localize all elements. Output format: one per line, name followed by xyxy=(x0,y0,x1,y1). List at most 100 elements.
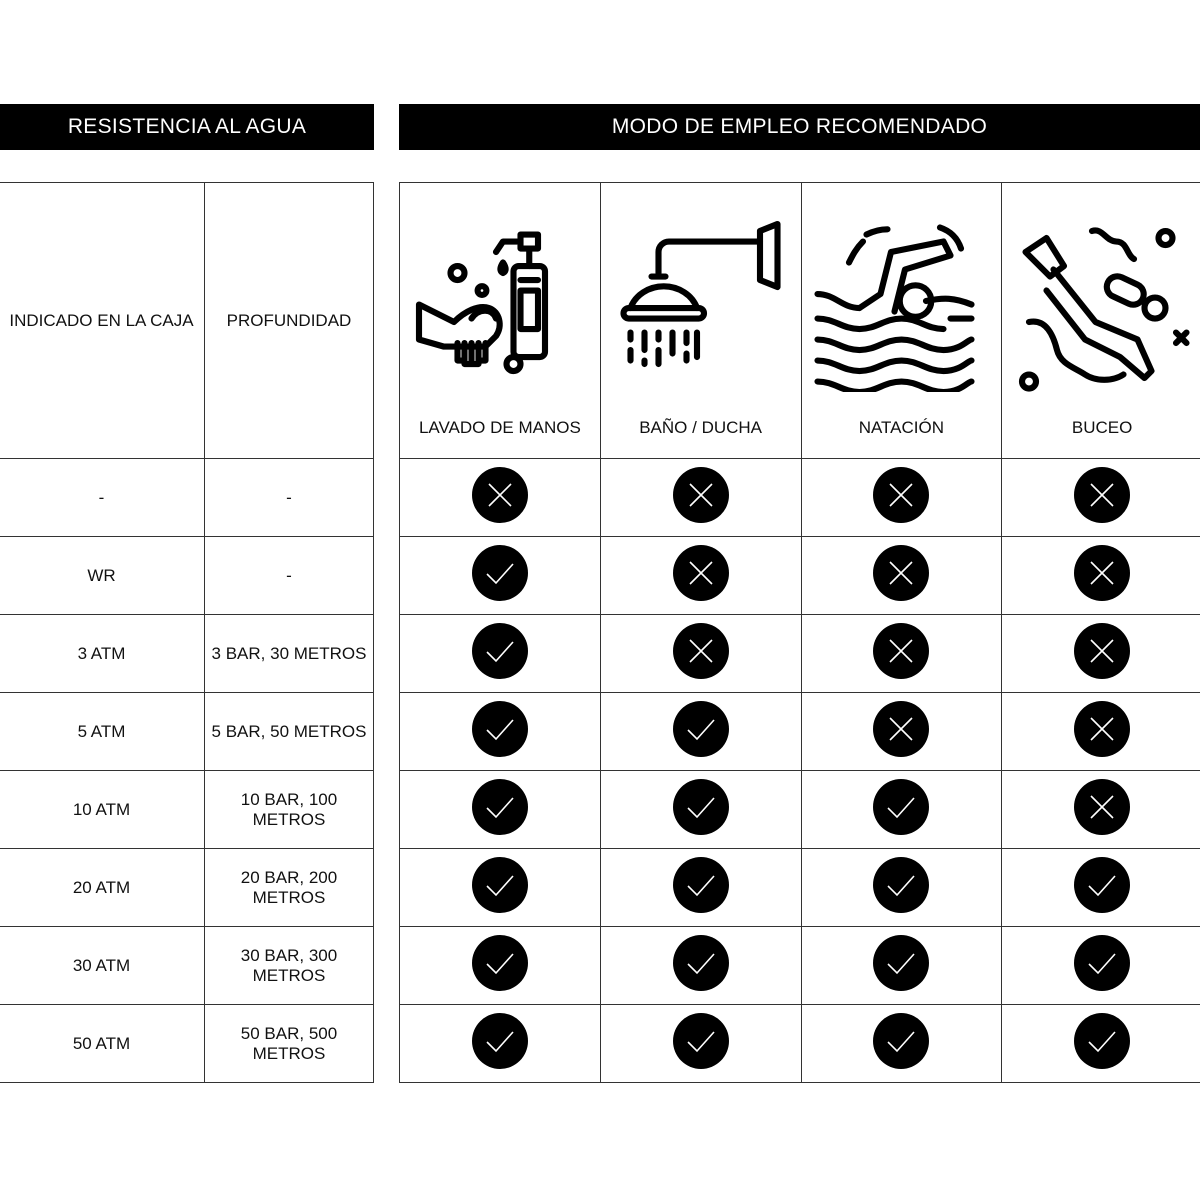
check-icon xyxy=(873,1013,930,1069)
depth-cell: 10 BAR, 100 METROS xyxy=(204,770,374,849)
table-row xyxy=(399,536,1200,615)
cross-icon xyxy=(672,467,729,523)
suitability-cell xyxy=(800,1004,1003,1083)
swimming-icon xyxy=(814,224,975,392)
suitability-cell xyxy=(800,770,1003,849)
depth-cell: 50 BAR, 500 METROS xyxy=(204,1004,374,1083)
suitability-cell xyxy=(800,614,1003,693)
depth-cell: 3 BAR, 30 METROS xyxy=(204,614,374,693)
suitability-cell xyxy=(599,770,802,849)
suitability-cell xyxy=(800,848,1003,927)
table-row xyxy=(399,848,1200,927)
use-header-diving: BUCEO xyxy=(1001,182,1200,459)
check-icon xyxy=(672,935,729,991)
water-resistance-table: INDICADO EN LA CAJA PROFUNDIDAD - - WR -3… xyxy=(0,182,374,1083)
check-icon xyxy=(471,701,528,757)
check-icon xyxy=(672,779,729,835)
depth-cell: 30 BAR, 300 METROS xyxy=(204,926,374,1005)
cross-icon xyxy=(873,701,930,757)
suitability-cell xyxy=(599,458,802,537)
table-row: WR - xyxy=(0,536,374,615)
water-resistance-header: RESISTENCIA AL AGUA xyxy=(0,104,374,150)
table-row: 3 ATM 3 BAR, 30 METROS xyxy=(0,614,374,693)
suitability-cell xyxy=(399,1004,601,1083)
use-label: NATACIÓN xyxy=(858,418,945,437)
table-row xyxy=(399,1004,1200,1083)
depth-cell: 5 BAR, 50 METROS xyxy=(204,692,374,771)
suitability-cell xyxy=(1001,458,1200,537)
suitability-cell xyxy=(1001,926,1200,1005)
suitability-cell xyxy=(1001,770,1200,849)
cross-icon xyxy=(1074,623,1131,679)
use-header-shower: BAÑO / DUCHA xyxy=(599,182,802,459)
suitability-cell xyxy=(1001,1004,1200,1083)
suitability-cell xyxy=(399,848,601,927)
check-icon xyxy=(873,935,930,991)
indicated-cell: WR xyxy=(0,536,205,615)
indicated-cell: 20 ATM xyxy=(0,848,205,927)
suitability-cell xyxy=(1001,614,1200,693)
cross-icon xyxy=(471,467,528,523)
suitability-cell xyxy=(399,770,601,849)
table-row xyxy=(399,614,1200,693)
suitability-cell xyxy=(800,926,1003,1005)
suitability-cell xyxy=(399,614,601,693)
cross-icon xyxy=(1074,701,1131,757)
depth-cell: - xyxy=(204,536,374,615)
table-row xyxy=(399,770,1200,849)
check-icon xyxy=(471,1013,528,1069)
suitability-cell xyxy=(800,692,1003,771)
table-row: 50 ATM 50 BAR, 500 METROS xyxy=(0,1004,374,1083)
use-label: LAVADO DE MANOS xyxy=(418,418,581,437)
table-row xyxy=(399,458,1200,537)
suitability-cell xyxy=(800,458,1003,537)
table-row: 30 ATM 30 BAR, 300 METROS xyxy=(0,926,374,1005)
column-header-indicated: INDICADO EN LA CAJA xyxy=(0,182,205,459)
suitability-cell xyxy=(599,926,802,1005)
cross-icon xyxy=(672,623,729,679)
suitability-cell xyxy=(399,926,601,1005)
indicated-cell: 50 ATM xyxy=(0,1004,205,1083)
use-label: BAÑO / DUCHA xyxy=(639,418,763,437)
column-header-depth: PROFUNDIDAD xyxy=(204,182,374,459)
check-icon xyxy=(471,935,528,991)
check-icon xyxy=(873,779,930,835)
cross-icon xyxy=(873,545,930,601)
check-icon xyxy=(873,857,930,913)
indicated-cell: 3 ATM xyxy=(0,614,205,693)
suitability-cell xyxy=(599,1004,802,1083)
check-icon xyxy=(1074,935,1131,991)
table-row: 5 ATM 5 BAR, 50 METROS xyxy=(0,692,374,771)
check-icon xyxy=(672,701,729,757)
cross-icon xyxy=(873,623,930,679)
indicated-cell: 10 ATM xyxy=(0,770,205,849)
indicated-cell: 5 ATM xyxy=(0,692,205,771)
use-header-swimming: NATACIÓN xyxy=(800,182,1003,459)
suitability-cell xyxy=(599,692,802,771)
check-icon xyxy=(471,623,528,679)
suitability-cell xyxy=(800,536,1003,615)
check-icon xyxy=(672,1013,729,1069)
cross-icon xyxy=(873,467,930,523)
suitability-cell xyxy=(1001,848,1200,927)
recommended-use-header: MODO DE EMPLEO RECOMENDADO xyxy=(399,104,1200,150)
indicated-cell: 30 ATM xyxy=(0,926,205,1005)
suitability-cell xyxy=(1001,692,1200,771)
check-icon xyxy=(471,857,528,913)
check-icon xyxy=(1074,857,1131,913)
shower-icon xyxy=(620,220,781,368)
hand-washing-icon xyxy=(416,231,549,375)
depth-cell: - xyxy=(204,458,374,537)
table-row xyxy=(399,692,1200,771)
suitability-cell xyxy=(599,614,802,693)
recommended-use-table: LAVADO DE MANOS BAÑO / DUCHA xyxy=(399,182,1200,1083)
indicated-cell: - xyxy=(0,458,205,537)
check-icon xyxy=(471,779,528,835)
cross-icon xyxy=(1074,545,1131,601)
use-header-hand-washing: LAVADO DE MANOS xyxy=(399,182,601,459)
cross-icon xyxy=(1074,779,1131,835)
suitability-cell xyxy=(399,536,601,615)
cross-icon xyxy=(672,545,729,601)
suitability-cell xyxy=(599,536,802,615)
check-icon xyxy=(1074,1013,1131,1069)
